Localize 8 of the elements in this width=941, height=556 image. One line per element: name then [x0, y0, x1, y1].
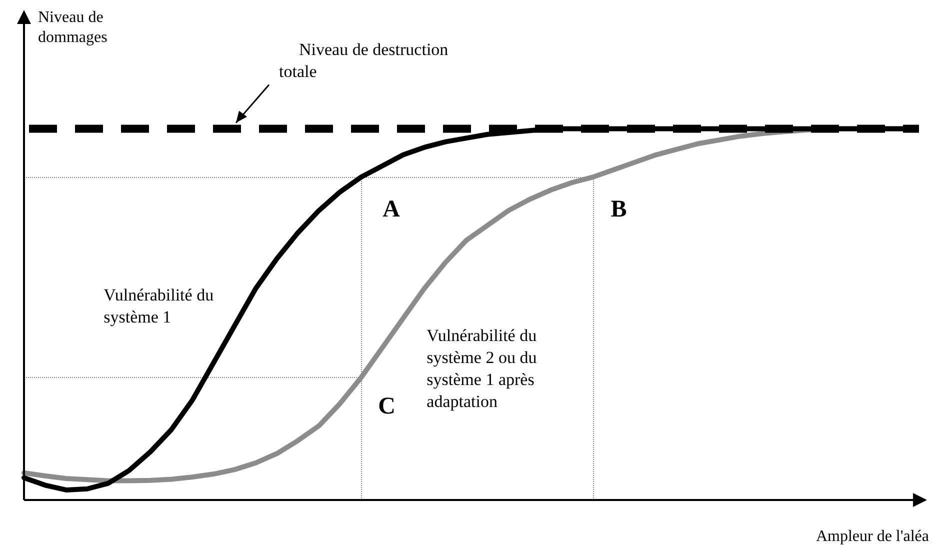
series-label: Vulnérabilité du système 2 ou du système 1 après adaptation	[426, 326, 538, 412]
ref-line-label: Niveau de destruction totale	[279, 40, 449, 81]
annotation: A	[382, 196, 401, 223]
text: Niveau de dommages	[38, 8, 108, 48]
annotation: C	[378, 393, 396, 420]
annotation: B	[610, 196, 627, 223]
series-label: Vulnérabilité du système 1	[104, 285, 214, 326]
x-axis-title: Ampleur de l'aléa	[816, 528, 929, 546]
